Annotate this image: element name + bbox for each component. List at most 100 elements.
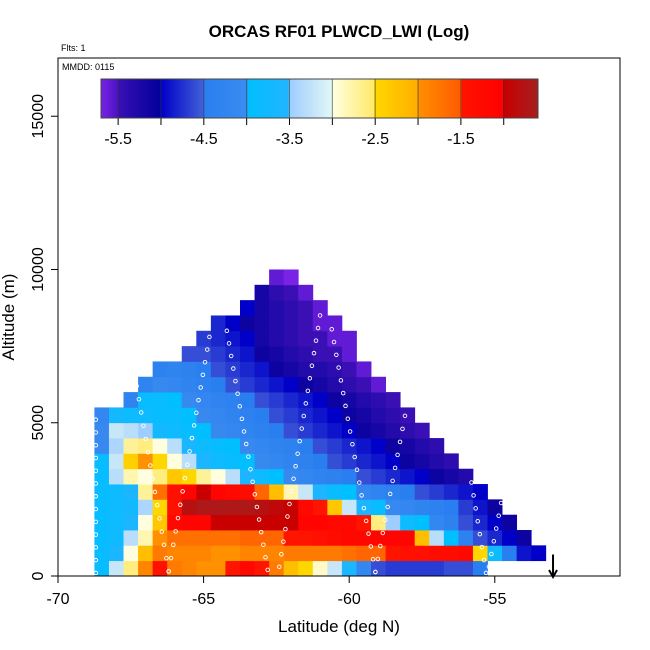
flight-track-point [289, 489, 294, 494]
heatmap-cell [458, 560, 474, 577]
colorbar-strip [472, 79, 476, 118]
x-tick-label: -65 [192, 591, 215, 608]
heatmap-cell [341, 422, 357, 439]
heatmap-cell [516, 530, 532, 546]
colorbar-strip [334, 79, 338, 118]
flight-track-point [285, 514, 290, 519]
heatmap-cell [429, 545, 445, 562]
heatmap-cell [356, 422, 372, 439]
colorbar-strip [247, 79, 251, 118]
flight-track-point [331, 339, 337, 345]
heatmap-cell [269, 392, 285, 408]
colorbar-strip [415, 79, 419, 118]
colorbar-strip [485, 79, 489, 118]
heatmap-cell [341, 438, 357, 454]
heatmap-cell [196, 545, 212, 562]
heatmap-cell [371, 453, 386, 470]
colorbar-strip [358, 79, 362, 118]
heatmap-cell [531, 545, 547, 562]
heatmap-cell [196, 407, 212, 424]
heatmap-cell [94, 468, 110, 485]
colorbar-strip [286, 79, 290, 118]
colorbar-strip [518, 79, 522, 118]
heatmap-cell [269, 284, 285, 301]
colorbar-strip [400, 79, 404, 118]
heatmap-cell [371, 376, 386, 393]
heatmap-cell [181, 530, 197, 546]
heatmap-cell [152, 422, 168, 439]
flight-track-point [198, 385, 203, 390]
colorbar-strip [210, 79, 213, 118]
heatmap-cell [385, 545, 401, 562]
flight-track-point [138, 410, 144, 415]
heatmap-cell [210, 560, 226, 577]
heatmap-cell [298, 453, 314, 470]
colorbar-strip [507, 79, 511, 118]
heatmap-cell [371, 438, 386, 454]
flight-track-point [375, 556, 381, 562]
colorbar-strip [188, 79, 192, 118]
colorbar-strip [179, 79, 183, 118]
colorbar-strip [531, 79, 535, 118]
colorbar: -5.5 -4.5 -3.5 -2.5 -1.5 [100, 78, 539, 148]
colorbar-strip [487, 79, 491, 118]
heatmap-cell [269, 438, 285, 454]
flight-track-point [93, 455, 99, 461]
heatmap-cell [414, 545, 430, 562]
heatmap-cell [196, 422, 212, 439]
colorbar-strip [201, 79, 205, 118]
colorbar-strip [144, 79, 148, 118]
colorbar-strip [406, 79, 410, 118]
heatmap-cell [181, 499, 197, 516]
colorbar-strip [194, 79, 198, 118]
flight-track-point [93, 442, 99, 448]
colorbar-strip [253, 79, 257, 118]
heatmap-cell [385, 530, 401, 546]
heatmap-cell [123, 530, 139, 546]
heatmap-cell [298, 499, 314, 516]
flight-track-point [189, 435, 195, 441]
heatmap-cell [356, 514, 372, 531]
heatmap-cell [458, 530, 474, 546]
colorbar-strip [446, 79, 449, 118]
heatmap-cell [487, 530, 503, 546]
colorbar-strip [474, 79, 478, 118]
heatmap-cell [429, 560, 445, 577]
heatmap-cell [443, 499, 459, 516]
flight-track-point [347, 429, 353, 434]
heatmap-cell [254, 453, 270, 470]
flight-track-point [279, 551, 284, 557]
colorbar-strip [299, 79, 303, 118]
flight-track-point [250, 479, 255, 485]
heatmap-cell [181, 438, 197, 454]
heatmap-cell [298, 530, 314, 546]
colorbar-strip [146, 79, 150, 118]
heatmap-cell [196, 346, 212, 362]
heatmap-cell [502, 514, 518, 531]
heatmap-cell [269, 315, 285, 332]
heatmap-cell [210, 499, 226, 516]
flight-track-point [154, 502, 160, 508]
colorbar-strip [465, 79, 469, 118]
flight-track-point [301, 413, 307, 419]
colorbar-strip [402, 79, 406, 118]
colorbar-strip [114, 79, 117, 118]
heatmap-cell [167, 499, 183, 516]
flight-track-point [200, 372, 206, 378]
colorbar-strip [461, 79, 465, 118]
heatmap-cell [327, 392, 343, 408]
heatmap-cell [414, 484, 430, 500]
colorbar-strip [243, 79, 246, 118]
flight-track-point [354, 467, 360, 473]
heatmap-cell [327, 407, 343, 424]
colorbar-strip [319, 79, 323, 118]
heatmap-cell [312, 453, 328, 470]
heatmap-cell [210, 438, 226, 454]
colorbar-strip [341, 79, 345, 118]
heatmap-cell [239, 530, 255, 546]
heatmap-cell [298, 300, 314, 316]
heatmap-cell [196, 330, 212, 347]
colorbar-strip [288, 79, 292, 118]
heatmap-cell [239, 453, 255, 470]
colorbar-strip [369, 79, 373, 118]
